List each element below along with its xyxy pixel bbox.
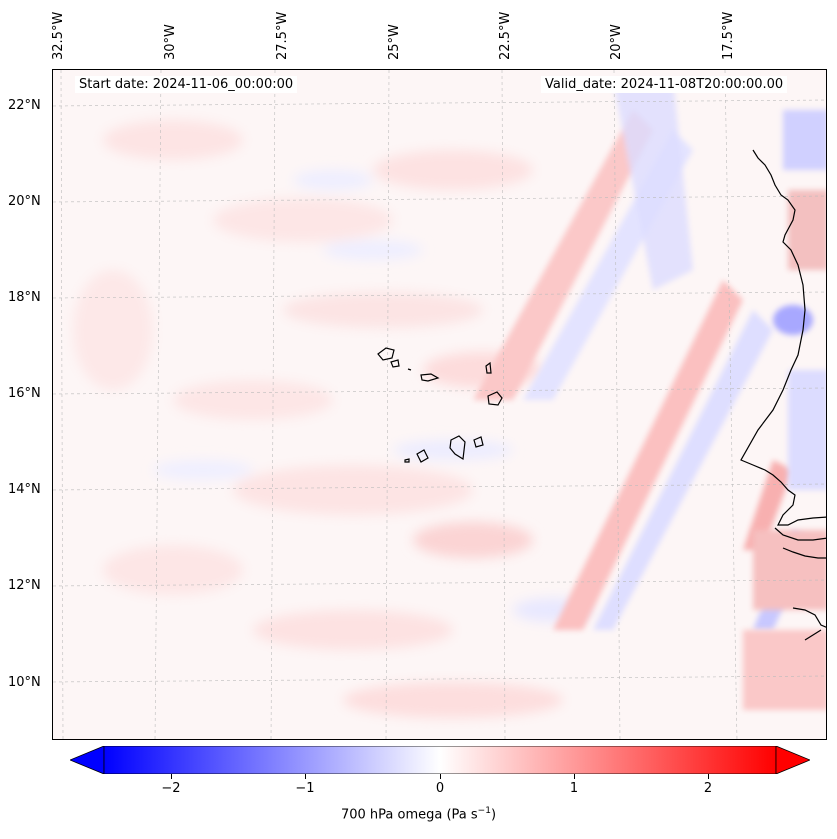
cape-verde-coastline [377,347,503,463]
lat-label: 22°N [8,98,41,113]
colorbar-tick-mark [305,774,306,779]
colorbar-tick-mark [440,774,441,779]
colorbar-gradient [68,745,812,775]
lon-label-text: 27.5°W [275,11,290,60]
colorbar-tick-label: 2 [703,781,713,796]
lat-label: 10°N [8,675,41,690]
lon-label-text: 17.5°W [721,11,736,60]
lon-label-text: 20°W [609,24,624,60]
colorbar-tick-mark [708,774,709,779]
africa-coastline [740,149,826,641]
colorbar-tick-label: −1 [295,781,315,796]
coastal-strip [743,110,826,710]
graticule [53,70,826,739]
lat-label: 14°N [8,482,41,497]
lat-label: 20°N [8,194,41,209]
valid-date-label: Valid_date: 2024-11-08T20:00:00.00 [541,76,788,93]
frontal-bands [473,80,813,630]
colorbar-tick-label: 0 [435,781,445,796]
lon-label-text: 25°W [387,24,402,60]
colorbar [68,745,812,775]
lat-label: 16°N [8,386,41,401]
lon-label-text: 32.5°W [51,11,66,60]
lon-label-text: 30°W [163,24,178,60]
lon-label: 27.5°W [275,0,296,60]
colorbar-label: 700 hPa omega (Pa s−1) [0,806,837,822]
omega-map [52,69,827,740]
lon-label: 25°W [387,0,408,60]
colorbar-tick-label: −2 [161,781,181,796]
colorbar-label-exponent: −1 [477,806,491,816]
colorbar-tick-mark [574,774,575,779]
colorbar-label-text: 700 hPa omega (Pa s [340,807,478,823]
colorbar-tick-mark [171,774,172,779]
lat-label: 12°N [8,578,41,593]
lon-label: 20°W [609,0,630,60]
colorbar-body [103,745,777,775]
lon-label-text: 22.5°W [498,11,513,60]
colorbar-tick-label: 1 [569,781,579,796]
lat-label: 18°N [8,290,41,305]
lon-label: 30°W [163,0,184,60]
lon-label: 17.5°W [721,0,742,60]
lon-label: 32.5°W [51,0,72,60]
colorbar-extend-min [68,745,105,775]
map-canvas [53,70,826,739]
colorbar-extend-max [775,745,812,775]
lon-label: 22.5°W [498,0,519,60]
colorbar-label-close: ) [490,807,497,823]
start-date-label: Start date: 2024-11-06_00:00:00 [75,76,298,93]
